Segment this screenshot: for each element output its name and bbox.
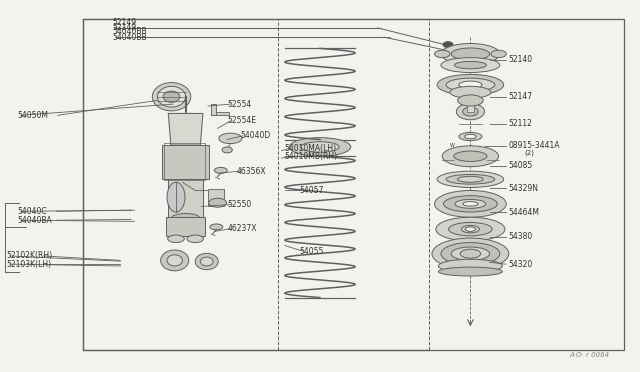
Ellipse shape	[454, 151, 487, 161]
Text: A·O· r 0064: A·O· r 0064	[570, 352, 610, 358]
Ellipse shape	[446, 78, 495, 92]
Text: 52140: 52140	[509, 55, 533, 64]
Text: 08915-3441A: 08915-3441A	[509, 141, 560, 150]
Ellipse shape	[459, 81, 482, 89]
Ellipse shape	[301, 142, 339, 152]
Text: 46237X: 46237X	[227, 224, 257, 233]
Ellipse shape	[451, 48, 490, 60]
Ellipse shape	[459, 132, 482, 141]
Text: 54055: 54055	[300, 247, 324, 256]
Text: 54010MA(LH): 54010MA(LH)	[285, 144, 337, 153]
Ellipse shape	[152, 83, 191, 111]
Ellipse shape	[444, 196, 497, 212]
Text: 54040BB: 54040BB	[112, 28, 147, 36]
Ellipse shape	[167, 255, 182, 266]
Text: 52149: 52149	[112, 23, 136, 32]
Ellipse shape	[443, 42, 453, 48]
Ellipse shape	[438, 259, 502, 273]
Text: 52550: 52550	[227, 200, 252, 209]
Bar	[208, 189, 224, 206]
Text: 54010MB(RH): 54010MB(RH)	[285, 153, 338, 161]
Ellipse shape	[435, 190, 506, 217]
Ellipse shape	[163, 91, 180, 102]
Ellipse shape	[446, 174, 495, 184]
Ellipse shape	[456, 103, 484, 120]
Ellipse shape	[187, 235, 204, 243]
Text: 52147: 52147	[509, 92, 533, 101]
Ellipse shape	[437, 74, 504, 95]
Ellipse shape	[441, 243, 500, 265]
Ellipse shape	[214, 167, 227, 173]
Ellipse shape	[435, 50, 450, 58]
Ellipse shape	[458, 95, 483, 106]
Ellipse shape	[436, 217, 505, 241]
Ellipse shape	[458, 176, 483, 182]
Text: (2): (2)	[525, 149, 534, 156]
Bar	[168, 145, 203, 218]
Ellipse shape	[210, 224, 223, 230]
Ellipse shape	[449, 222, 492, 236]
Ellipse shape	[451, 247, 490, 260]
Text: 54380: 54380	[509, 232, 533, 241]
Ellipse shape	[157, 86, 186, 107]
Text: 52102K(RH): 52102K(RH)	[6, 251, 52, 260]
Ellipse shape	[441, 44, 500, 64]
Ellipse shape	[289, 138, 351, 156]
Ellipse shape	[450, 86, 491, 98]
Ellipse shape	[172, 214, 200, 222]
Ellipse shape	[463, 107, 478, 116]
Ellipse shape	[222, 147, 232, 153]
Bar	[211, 112, 229, 115]
Polygon shape	[168, 113, 203, 145]
Ellipse shape	[168, 235, 184, 243]
Text: 46356X: 46356X	[237, 167, 266, 176]
Ellipse shape	[437, 171, 504, 187]
Ellipse shape	[465, 227, 476, 231]
Ellipse shape	[441, 58, 500, 73]
Ellipse shape	[209, 198, 227, 207]
Ellipse shape	[219, 133, 242, 144]
Ellipse shape	[438, 267, 502, 276]
Bar	[83, 19, 624, 350]
Text: 54057: 54057	[300, 186, 324, 195]
Ellipse shape	[161, 250, 189, 271]
Bar	[211, 104, 216, 115]
Text: 54040BB: 54040BB	[112, 33, 147, 42]
Ellipse shape	[465, 134, 476, 139]
Text: 54050M: 54050M	[17, 111, 48, 120]
Text: 52112: 52112	[509, 119, 532, 128]
Bar	[164, 143, 205, 180]
Text: 52149: 52149	[112, 18, 136, 27]
Ellipse shape	[463, 202, 478, 206]
Ellipse shape	[200, 257, 213, 266]
Bar	[467, 100, 474, 112]
Ellipse shape	[432, 238, 509, 269]
Ellipse shape	[491, 50, 506, 58]
Ellipse shape	[167, 182, 185, 212]
Text: 54085: 54085	[509, 161, 533, 170]
Text: 52554: 52554	[227, 100, 252, 109]
Circle shape	[446, 141, 459, 149]
Text: 54464M: 54464M	[509, 208, 540, 217]
Text: 54320: 54320	[509, 260, 533, 269]
Text: 54040BA: 54040BA	[17, 216, 52, 225]
Ellipse shape	[454, 61, 486, 69]
Ellipse shape	[442, 146, 499, 167]
Text: 54040D: 54040D	[240, 131, 270, 140]
Ellipse shape	[455, 199, 486, 208]
Text: 54329N: 54329N	[509, 184, 539, 193]
Text: 52554E: 52554E	[227, 116, 256, 125]
Text: W: W	[450, 142, 455, 148]
Bar	[166, 217, 205, 236]
Bar	[162, 145, 209, 179]
Ellipse shape	[461, 225, 479, 233]
Text: 54040C: 54040C	[17, 207, 47, 216]
Ellipse shape	[195, 253, 218, 270]
Text: 52103K(LH): 52103K(LH)	[6, 260, 52, 269]
Ellipse shape	[460, 249, 481, 258]
